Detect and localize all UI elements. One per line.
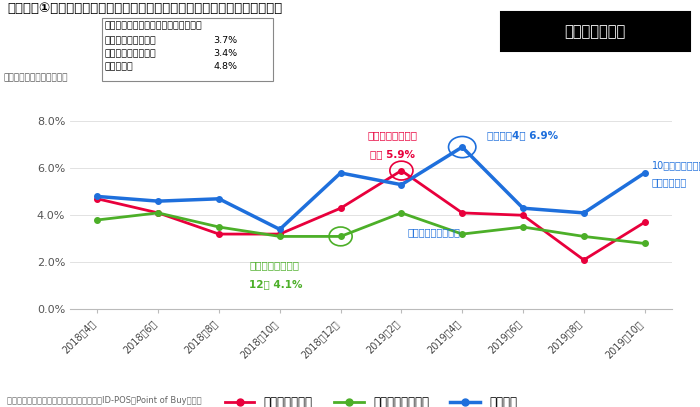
Text: ３月：バスチー発売: ３月：バスチー発売 (407, 227, 461, 237)
Text: ・ファミリーマート: ・ファミリーマート (105, 49, 157, 58)
Text: ・ローソン: ・ローソン (105, 62, 134, 71)
Text: （レシート購入金額割合）: （レシート購入金額割合） (4, 73, 68, 82)
Text: 3.7%: 3.7% (214, 36, 237, 45)
Text: 12月 4.1%: 12月 4.1% (249, 279, 303, 289)
Text: ソフトブレーン・フィールド　マルチプルID-POS「Point of Buy」より: ソフトブレーン・フィールド マルチプルID-POS「Point of Buy」よ… (7, 396, 202, 405)
Text: 4.8%: 4.8% (214, 62, 237, 71)
Text: ・セブン・イレブン: ・セブン・イレブン (105, 36, 157, 45)
Text: 「スイーツ編」: 「スイーツ編」 (564, 24, 626, 39)
Text: 10月：ウチカフェ: 10月：ウチカフェ (652, 161, 700, 171)
Text: 「スイーツ購入金額の各社平均割合」: 「スイーツ購入金額の各社平均割合」 (105, 22, 203, 31)
Text: 図表４－①　コンビニエンスストア大手３社　商品カテゴリ別レシート推移: 図表４－① コンビニエンスストア大手３社 商品カテゴリ別レシート推移 (7, 2, 282, 15)
Text: ローソン4月 6.9%: ローソン4月 6.9% (486, 130, 558, 140)
Legend: セブンイレブン, ファミリーマート, ローソン: セブンイレブン, ファミリーマート, ローソン (220, 391, 522, 407)
Text: １月 5.9%: １月 5.9% (370, 149, 415, 159)
Text: セブン・イレブン: セブン・イレブン (368, 130, 417, 140)
Text: 3.4%: 3.4% (214, 49, 237, 58)
Text: スイーツ半額: スイーツ半額 (652, 177, 687, 187)
Text: ファミリーマート: ファミリーマート (249, 260, 300, 270)
